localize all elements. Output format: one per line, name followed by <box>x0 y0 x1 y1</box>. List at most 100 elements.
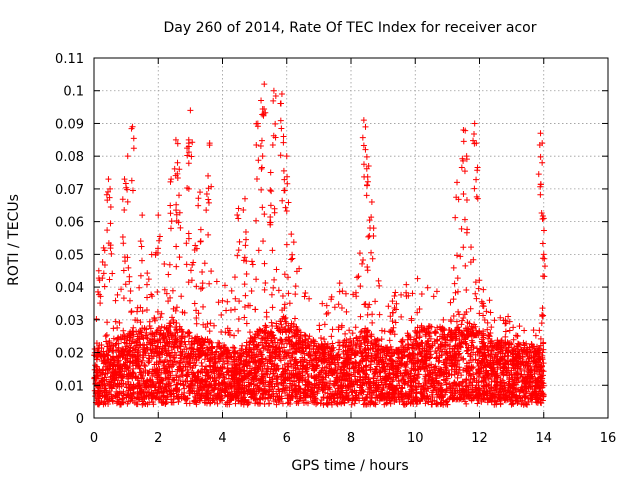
data-point <box>357 381 364 388</box>
data-point <box>393 306 400 313</box>
data-point <box>389 362 396 369</box>
data-point <box>499 383 506 390</box>
data-point <box>215 339 222 346</box>
data-point <box>521 367 528 374</box>
data-point <box>177 340 184 347</box>
data-point <box>124 254 131 261</box>
data-point <box>224 365 231 372</box>
data-point <box>286 300 293 307</box>
data-point <box>537 335 544 342</box>
data-point <box>316 355 323 362</box>
data-point <box>236 353 243 360</box>
data-point <box>366 301 373 308</box>
data-point <box>121 368 128 375</box>
data-point <box>219 364 226 371</box>
data-point <box>288 341 295 348</box>
data-point <box>193 399 200 406</box>
data-point <box>223 385 230 392</box>
data-point <box>379 390 386 397</box>
data-point <box>435 358 442 365</box>
data-point <box>188 335 195 342</box>
data-point <box>538 320 545 327</box>
data-point <box>502 328 509 335</box>
data-point <box>119 396 126 403</box>
data-point <box>343 369 350 376</box>
data-point <box>116 381 123 388</box>
data-point <box>409 351 416 358</box>
data-point <box>432 328 439 335</box>
data-point <box>446 371 453 378</box>
data-point <box>227 391 234 398</box>
data-point <box>392 374 399 381</box>
data-point <box>221 282 228 289</box>
data-point <box>333 400 340 407</box>
data-point <box>196 391 203 398</box>
data-point <box>331 378 338 385</box>
data-point <box>348 401 355 408</box>
data-point <box>242 346 249 353</box>
data-point <box>207 351 214 358</box>
data-point <box>143 344 150 351</box>
data-point <box>379 354 386 361</box>
data-point <box>470 256 477 263</box>
data-point <box>484 326 491 333</box>
data-point <box>321 336 328 343</box>
data-point <box>161 261 168 268</box>
data-point <box>360 368 367 375</box>
data-point <box>207 364 214 371</box>
data-point <box>154 308 161 315</box>
data-point <box>261 286 268 293</box>
data-point <box>465 344 472 351</box>
data-point <box>275 287 282 294</box>
data-point <box>140 335 147 342</box>
data-point <box>352 324 359 331</box>
data-point <box>518 371 525 378</box>
data-point <box>484 359 491 366</box>
data-point <box>380 359 387 366</box>
data-point <box>262 279 269 286</box>
data-point <box>256 395 263 402</box>
data-point <box>138 359 145 366</box>
data-point <box>91 366 98 373</box>
data-point <box>447 393 454 400</box>
data-point <box>527 349 534 356</box>
data-point <box>499 367 506 374</box>
data-point <box>101 399 108 406</box>
data-point <box>260 390 267 397</box>
data-point <box>404 330 411 337</box>
data-point <box>346 378 353 385</box>
data-point <box>520 387 527 394</box>
data-point <box>174 366 181 373</box>
data-point <box>460 314 467 321</box>
data-point <box>431 329 438 336</box>
data-point <box>413 389 420 396</box>
data-point <box>240 257 247 264</box>
data-point <box>196 348 203 355</box>
data-point <box>454 374 461 381</box>
data-point <box>163 388 170 395</box>
data-point <box>505 381 512 388</box>
data-point <box>349 330 356 337</box>
data-point <box>503 347 510 354</box>
data-point <box>476 329 483 336</box>
data-point <box>94 352 101 359</box>
data-point <box>428 323 435 330</box>
data-point <box>424 328 431 335</box>
data-point <box>241 304 248 311</box>
data-point <box>194 382 201 389</box>
data-point <box>279 348 286 355</box>
data-point <box>426 362 433 369</box>
data-point <box>195 310 202 317</box>
data-point <box>154 388 161 395</box>
data-point <box>404 353 411 360</box>
data-point <box>170 390 177 397</box>
data-point <box>220 374 227 381</box>
data-point <box>357 313 364 320</box>
data-point <box>426 376 433 383</box>
data-point <box>371 380 378 387</box>
data-point <box>134 382 141 389</box>
data-point <box>176 209 183 216</box>
data-point <box>201 366 208 373</box>
data-point <box>384 348 391 355</box>
data-point <box>454 387 461 394</box>
